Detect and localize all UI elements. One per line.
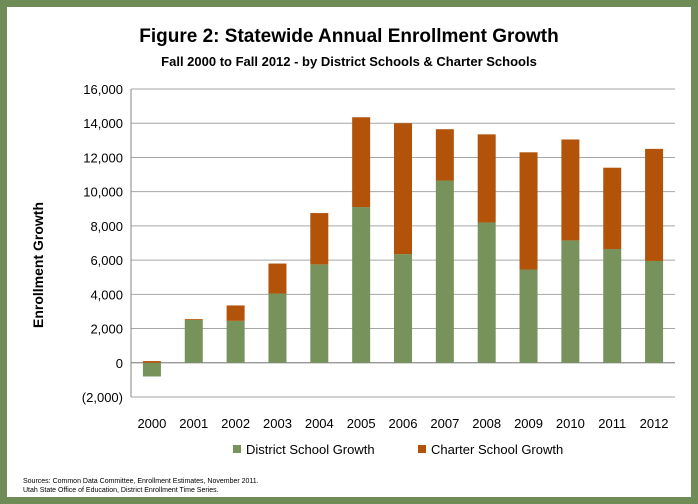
bar-district-2003 bbox=[268, 293, 287, 363]
x-tick-label: 2002 bbox=[221, 416, 250, 431]
x-tick-label: 2001 bbox=[179, 416, 208, 431]
x-tick-label: 2011 bbox=[598, 416, 626, 431]
bar-charter-2001 bbox=[184, 319, 203, 320]
bar-charter-2007 bbox=[435, 129, 454, 181]
bar-charter-2005 bbox=[352, 117, 371, 208]
bar-charter-2009 bbox=[519, 152, 538, 270]
bar-district-2001 bbox=[184, 320, 203, 363]
y-axis-label: Enrollment Growth bbox=[30, 202, 46, 328]
bar-district-2002 bbox=[226, 320, 245, 363]
bar-district-2005 bbox=[352, 207, 371, 363]
bar-charter-2002 bbox=[226, 305, 245, 321]
y-tick-label: 14,000 bbox=[83, 116, 123, 131]
bar-charter-2011 bbox=[603, 167, 622, 249]
bar-charter-2004 bbox=[310, 213, 329, 265]
y-tick-label: (2,000) bbox=[82, 390, 123, 405]
bar-district-2012 bbox=[645, 260, 664, 363]
bar-district-2004 bbox=[310, 264, 329, 363]
legend-label-1: District School Growth bbox=[246, 442, 375, 457]
source-line-1: Sources: Common Data Committee, Enrollme… bbox=[23, 478, 259, 485]
x-tick-label: 2004 bbox=[305, 416, 334, 431]
y-tick-label: 4,000 bbox=[90, 287, 123, 302]
source-note: Sources: Common Data Committee, Enrollme… bbox=[23, 477, 259, 495]
x-tick-labels: 2000 2001 2002 2003 2004 2005 2006 2007 2008 2009… bbox=[137, 416, 668, 431]
y-tick-label: 16,000 bbox=[83, 82, 123, 97]
legend-swatch-2 bbox=[418, 445, 426, 453]
bar-district-2010 bbox=[561, 240, 580, 363]
bar-district-2006 bbox=[394, 254, 412, 363]
bar-charter-2003 bbox=[268, 263, 287, 294]
x-tick-label: 2012 bbox=[640, 416, 669, 431]
bar-charter-2006 bbox=[394, 123, 412, 255]
x-tick-label: 2003 bbox=[263, 416, 292, 431]
y-tick-labels: (2,000) 0 2,000 4,000 6,000 8,000 10,000 12,000… bbox=[82, 82, 123, 405]
chart-title: Figure 2: Statewide Annual Enrollment Gr… bbox=[139, 26, 559, 47]
x-tick-label: 2006 bbox=[389, 416, 418, 431]
legend-label-2: Charter School Growth bbox=[431, 442, 563, 457]
y-tick-label: 0 bbox=[116, 356, 123, 371]
bars bbox=[142, 117, 664, 377]
bar-district-2009 bbox=[519, 269, 538, 363]
gridlines bbox=[130, 88, 675, 398]
plot-area: (2,000) 0 2,000 4,000 6,000 8,000 10,000 12,000… bbox=[30, 82, 675, 457]
bar-charter-2010 bbox=[561, 139, 580, 241]
y-tick-label: 8,000 bbox=[90, 219, 123, 234]
y-tick-label: 6,000 bbox=[90, 253, 123, 268]
x-tick-label: 2005 bbox=[347, 416, 376, 431]
bar-district-2011 bbox=[603, 248, 622, 363]
x-tick-label: 2009 bbox=[514, 416, 543, 431]
x-tick-label: 2000 bbox=[137, 416, 166, 431]
bar-charter-2008 bbox=[477, 134, 496, 223]
legend: District School Growth Charter School Gro… bbox=[233, 442, 563, 457]
bar-charter-2012 bbox=[645, 148, 664, 261]
bar-district-2000 bbox=[142, 362, 161, 377]
source-line-2: Utah State Office of Education, District… bbox=[23, 487, 219, 494]
x-tick-label: 2007 bbox=[430, 416, 459, 431]
bar-district-2007 bbox=[435, 180, 454, 363]
x-tick-label: 2010 bbox=[556, 416, 585, 431]
y-tick-label: 2,000 bbox=[90, 322, 123, 337]
y-tick-label: 12,000 bbox=[83, 150, 123, 165]
chart-subtitle: Fall 2000 to Fall 2012 - by District Sch… bbox=[161, 54, 537, 69]
legend-swatch-1 bbox=[233, 445, 241, 453]
bar-district-2008 bbox=[477, 222, 496, 363]
bar-charter-2000 bbox=[142, 361, 161, 363]
y-tick-label: 10,000 bbox=[83, 185, 123, 200]
x-tick-label: 2008 bbox=[472, 416, 501, 431]
